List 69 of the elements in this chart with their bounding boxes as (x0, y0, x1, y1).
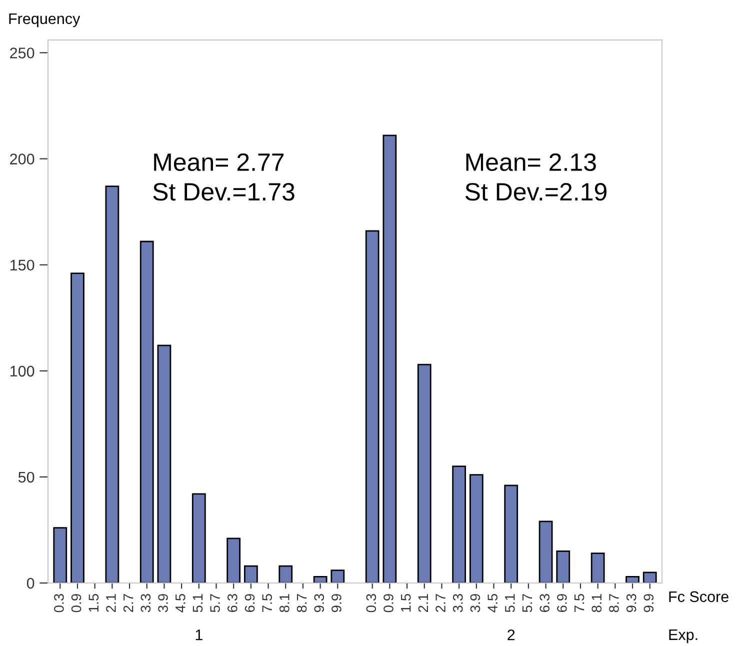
x-tick-label: 5.7 (210, 594, 220, 612)
bar (140, 240, 154, 583)
x-tick-label: 0.9 (71, 594, 82, 612)
x-tick-label: 8.7 (296, 594, 307, 612)
x-tick-label: 9.3 (626, 594, 636, 612)
x-tick-label: 0.3 (54, 594, 64, 612)
y-tick-label: 250 (10, 48, 34, 58)
bar (642, 572, 657, 583)
bar (278, 565, 293, 583)
x-tick-label: 9.9 (332, 594, 342, 612)
y-tick-label: 100 (10, 366, 34, 377)
bar (313, 576, 328, 583)
bar (330, 570, 345, 583)
x-tick-label: 2.1 (106, 594, 116, 612)
bar (452, 466, 466, 583)
x-tick-label: 2.1 (418, 594, 428, 612)
x-tick-label: 0.9 (384, 594, 394, 612)
bar (70, 272, 84, 583)
bar (244, 565, 258, 583)
x-tick-label: 1.5 (88, 594, 99, 612)
x-tick-label: 2.7 (123, 594, 134, 612)
bar (626, 576, 640, 583)
bar (365, 230, 380, 583)
x-tick-label: 7.5 (574, 594, 584, 612)
y-tick-label: 200 (10, 154, 34, 164)
x-tick-label: 0.3 (366, 594, 376, 612)
x-tick-label: 3.3 (452, 594, 463, 612)
x-tick-label: 6.3 (227, 594, 238, 612)
x-tick-label: 8.7 (609, 594, 619, 612)
x-tick-label: 5.1 (192, 594, 203, 612)
bar (538, 520, 553, 583)
x-tick-label: 8.1 (592, 594, 602, 612)
y-tick-label: 50 (18, 472, 34, 483)
x-tick-label: 9.9 (644, 594, 654, 612)
bar (53, 527, 68, 583)
bar (192, 493, 206, 583)
legend-title: Exp. (669, 629, 698, 644)
bar (556, 550, 570, 583)
x-tick-label: 5.1 (505, 594, 515, 612)
y-tick-label: 0 (26, 578, 34, 589)
text: 1 (196, 630, 202, 640)
x-tick-label: 6.9 (244, 594, 255, 612)
x-tick-label: 5.7 (522, 594, 532, 612)
x-tick-label: 8.1 (280, 594, 290, 612)
x-tick-label: 3.3 (140, 594, 151, 612)
bar (417, 364, 432, 583)
bar (504, 484, 518, 583)
x-tick-label: 6.3 (540, 594, 550, 612)
y-axis-title: Frequency (9, 13, 80, 28)
y-tick-label: 150 (10, 260, 34, 271)
x-tick-label: 3.9 (158, 594, 168, 612)
x-tick-label: 9.3 (314, 594, 324, 612)
bar (105, 186, 120, 583)
x-tick-label: 2.7 (436, 594, 446, 612)
annotation: Mean= 2.77 St Dev.=1.73 (153, 153, 294, 201)
x-tick-label: 4.5 (176, 594, 186, 612)
bar (157, 344, 172, 583)
x-tick-label: 6.9 (557, 594, 567, 612)
bar (469, 474, 484, 583)
x-tick-label: 4.5 (488, 594, 498, 612)
x-tick-label: 3.9 (470, 594, 480, 612)
annotation: Mean= 2.13 St Dev.=2.19 (465, 153, 606, 201)
bar (590, 552, 605, 583)
bar (382, 134, 397, 583)
bar (226, 538, 241, 583)
x-axis-title: Fc Score (669, 591, 728, 602)
x-tick-label: 7.5 (262, 594, 272, 612)
x-tick-label: 1.5 (401, 594, 411, 612)
text: 2 (508, 629, 515, 640)
